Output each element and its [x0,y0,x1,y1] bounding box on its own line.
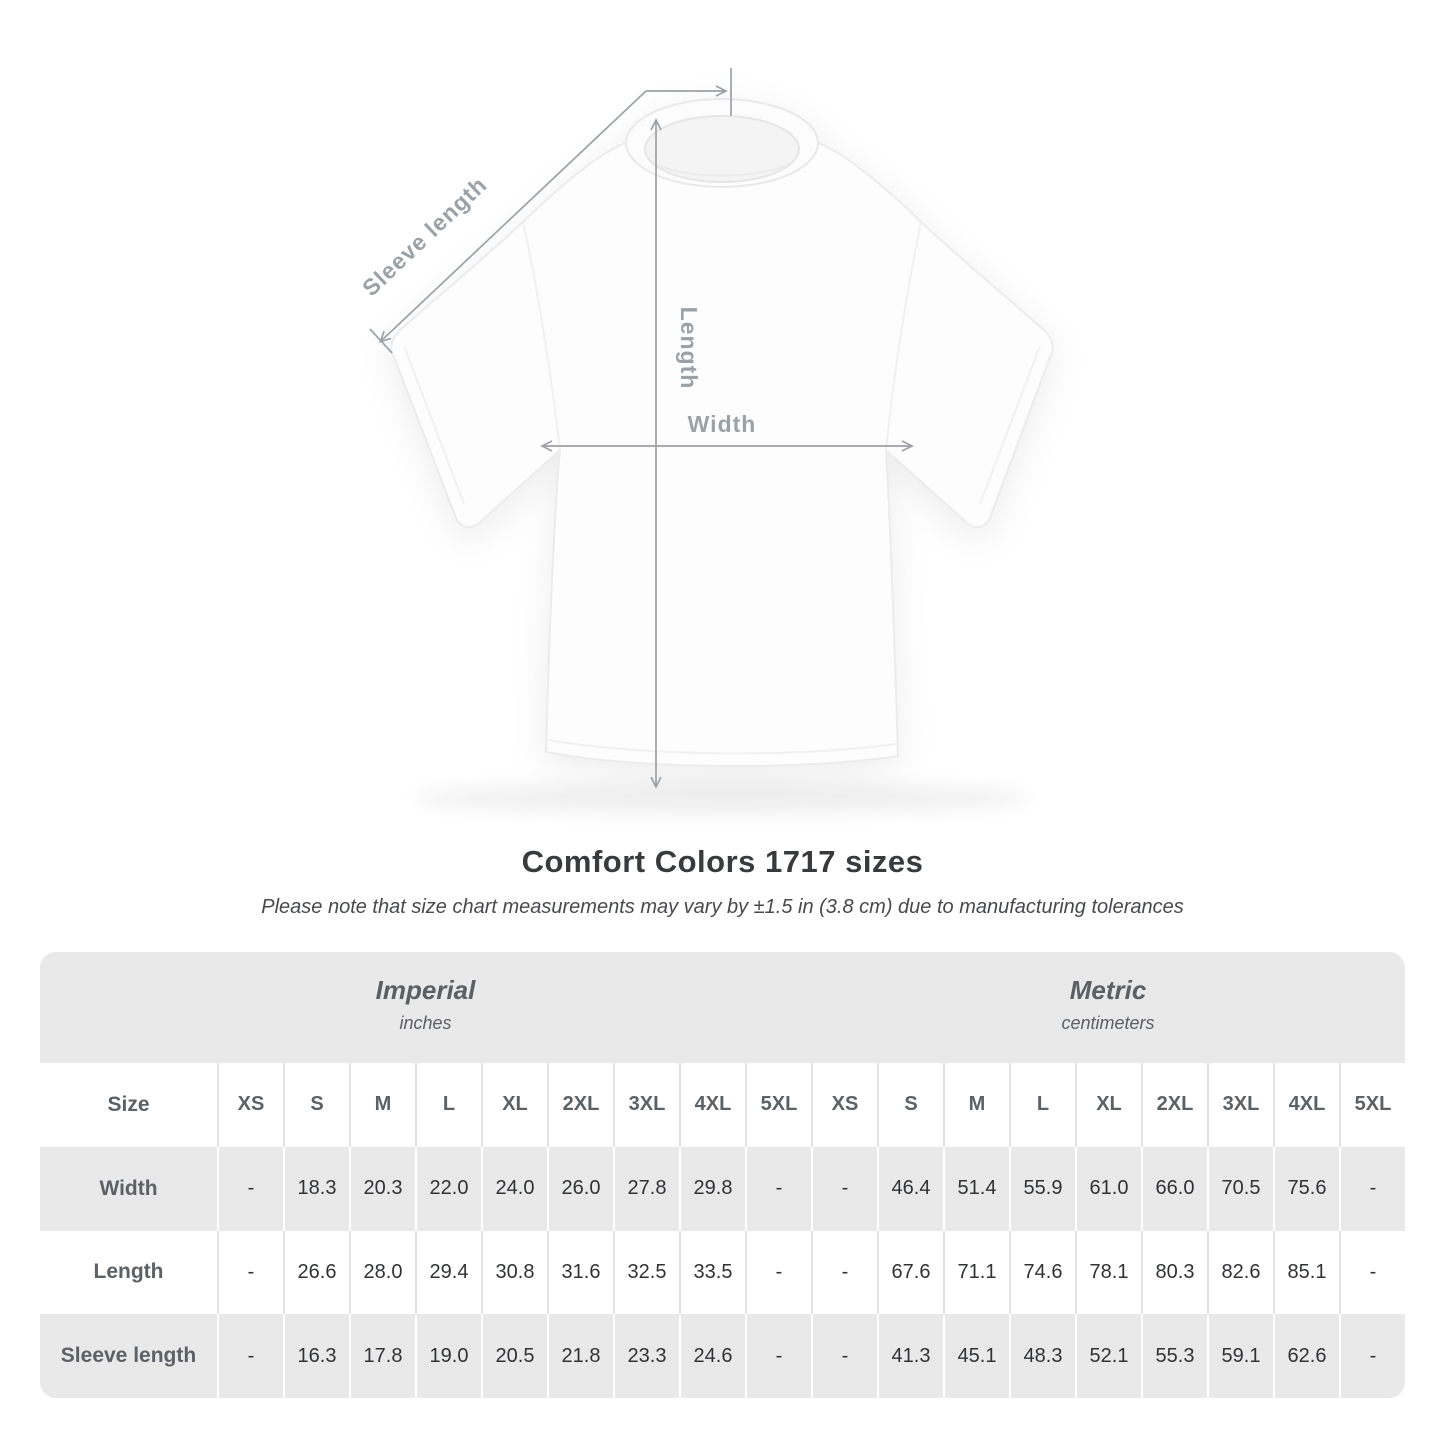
measurement-value: 24.0 [481,1146,547,1231]
measurement-value: 41.3 [877,1314,943,1398]
measurement-value: 45.1 [943,1314,1009,1398]
measurement-value: 62.6 [1273,1314,1339,1398]
measurement-value: 66.0 [1141,1146,1207,1231]
size-column-header: XS [811,1063,877,1147]
measurement-value: 74.6 [1009,1230,1075,1315]
measurement-value: - [1339,1230,1405,1315]
size-column-header: XS [217,1063,283,1147]
measurement-value: 21.8 [547,1314,613,1398]
size-column-header: S [283,1063,349,1147]
measurement-value: 80.3 [1141,1230,1207,1315]
width-dimension-line: Width [540,411,914,452]
measurement-value: 28.0 [349,1230,415,1315]
measurement-value: 33.5 [679,1230,745,1315]
tshirt-figure-svg: Sleeve length Length Width [357,68,1054,814]
length-dimension-line: Length [650,118,702,789]
size-column-header: XL [1075,1063,1141,1147]
measurement-value: 55.9 [1009,1146,1075,1231]
size-column-header: 3XL [1207,1063,1273,1147]
measurement-value: - [745,1146,811,1231]
unit-group-imperial: Imperial inches [40,952,811,1063]
measurement-label: Length [93,1260,164,1284]
size-column-header: 4XL [1273,1063,1339,1147]
measurement-value: 30.8 [481,1230,547,1315]
measurement-value: 32.5 [613,1230,679,1315]
measurement-value: 78.1 [1075,1230,1141,1315]
measurement-value: 29.4 [415,1230,481,1315]
measurement-label: Width [99,1176,158,1200]
measurement-value: 31.6 [547,1230,613,1315]
measurement-value: 59.1 [1207,1314,1273,1398]
measurement-value: 23.3 [613,1314,679,1398]
measurement-value: - [745,1314,811,1398]
unit-group-name: Metric [1069,975,1147,1005]
size-column-header: S [877,1063,943,1147]
size-column-header: 2XL [1141,1063,1207,1147]
unit-group-unit: inches [399,1013,452,1033]
measurement-value: 29.8 [679,1146,745,1231]
length-label: Length [676,307,702,390]
measurement-value: 55.3 [1141,1314,1207,1398]
measurement-value: 48.3 [1009,1314,1075,1398]
size-column-header: L [415,1063,481,1147]
size-column-header: L [1009,1063,1075,1147]
measurement-label: Sleeve length [60,1344,197,1368]
measurement-value: 70.5 [1207,1146,1273,1231]
size-label: Size [107,1092,150,1116]
measurement-value: 67.6 [877,1230,943,1315]
measurement-value: 85.1 [1273,1230,1339,1315]
measurement-value: 24.6 [679,1314,745,1398]
size-table: Imperial inches Metric centimeters Size X… [40,952,1405,1398]
measurement-value: 18.3 [283,1146,349,1231]
measurement-value: 20.3 [349,1146,415,1231]
size-column-header: 3XL [613,1063,679,1147]
unit-group-metric: Metric centimeters [811,952,1405,1063]
unit-band: Imperial inches Metric centimeters [40,952,1405,1063]
measurement-value: 19.0 [415,1314,481,1398]
size-column-header: 4XL [679,1063,745,1147]
size-column-header: 2XL [547,1063,613,1147]
measurement-value: - [811,1146,877,1231]
measurement-value: - [1339,1146,1405,1231]
size-column-header: M [943,1063,1009,1147]
measurement-value: 51.4 [943,1146,1009,1231]
measurement-row: Sleeve length -16.3 17.8 19.0 20.5 21.8 23.3 24… [40,1314,1405,1398]
measurement-value: - [745,1230,811,1315]
measurement-value: 27.8 [613,1146,679,1231]
size-column-header: 5XL [1339,1063,1405,1147]
shirt-shadow [412,782,1032,814]
measurement-value: - [1339,1314,1405,1398]
measurement-value: - [811,1230,877,1315]
measurement-row: Width -18.3 20.3 22.0 24.0 26.0 27.8 29.8- -46.4… [40,1146,1405,1231]
size-column-header: 5XL [745,1063,811,1147]
size-header-row: Size XS S M L XL 2XL 3XL 4XL 5XL XS S M L XL 2XL 3XL 4XL 5… [40,1063,1405,1147]
size-column-header: XL [481,1063,547,1147]
unit-group-unit: centimeters [1061,1013,1155,1033]
measurement-value: - [217,1230,283,1315]
page-subtitle: Please note that size chart measurements… [261,896,1184,918]
measurement-value: 61.0 [1075,1146,1141,1231]
measurement-value: 52.1 [1075,1314,1141,1398]
size-column-header: M [349,1063,415,1147]
measurement-value: - [217,1314,283,1398]
tshirt-measurement-figure: Sleeve length Length Width [357,68,1054,814]
measurement-value: 46.4 [877,1146,943,1231]
measurement-value: - [811,1314,877,1398]
measurement-value: 22.0 [415,1146,481,1231]
unit-group-name: Imperial [375,975,476,1005]
measurement-value: 26.0 [547,1146,613,1231]
measurement-value: 16.3 [283,1314,349,1398]
measurement-value: 20.5 [481,1314,547,1398]
measurement-row: Length -26.6 28.0 29.4 30.8 31.6 32.5 33.5- -67.… [40,1230,1405,1315]
measurement-value: - [217,1146,283,1231]
width-label: Width [688,411,757,437]
measurement-value: 71.1 [943,1230,1009,1315]
page-title: Comfort Colors 1717 sizes [521,844,924,879]
measurement-value: 82.6 [1207,1230,1273,1315]
measurement-value: 26.6 [283,1230,349,1315]
measurement-value: 17.8 [349,1314,415,1398]
measurement-value: 75.6 [1273,1146,1339,1231]
